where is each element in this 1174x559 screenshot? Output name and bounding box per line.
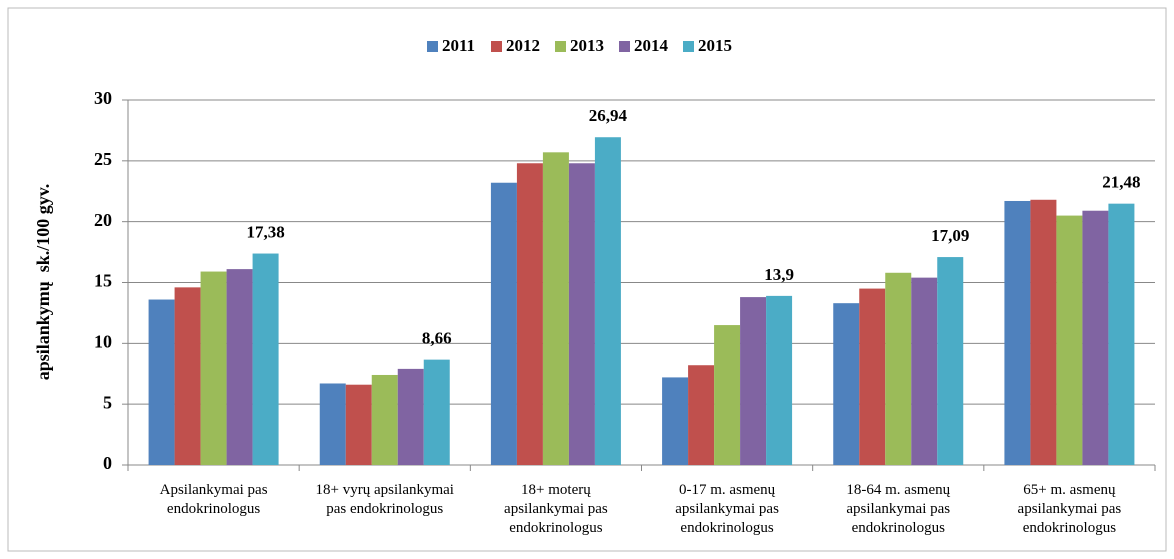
- bar: [568, 163, 595, 465]
- legend-swatch: [555, 41, 566, 52]
- bar: [740, 297, 767, 465]
- x-tick-label: 65+ m. asmenų apsilankymai pas endokrino…: [1017, 482, 1122, 536]
- data-label: 8,66: [422, 329, 452, 348]
- bar: [688, 365, 715, 465]
- data-label: 26,94: [589, 106, 628, 125]
- y-tick-label: 0: [103, 453, 112, 473]
- bar: [226, 269, 253, 465]
- bar: [1108, 203, 1135, 465]
- bar: [859, 288, 886, 465]
- y-tick-label: 5: [103, 392, 112, 412]
- chart-frame: [7, 7, 1167, 552]
- legend-label: 2013: [570, 36, 604, 55]
- y-tick-label: 30: [94, 88, 112, 108]
- x-tick-label: 18+ moterų apsilankymai pas endokrinolog…: [504, 482, 608, 536]
- bar: [423, 359, 450, 465]
- bar: [490, 182, 517, 465]
- x-tick-label: 18-64 m. asmenų apsilankymai pas endokri…: [846, 482, 951, 536]
- bar: [885, 272, 912, 465]
- bar: [594, 137, 621, 466]
- bar: [1056, 215, 1083, 465]
- data-label: 17,38: [246, 222, 284, 241]
- x-tick-label: Apsilankymai pas endokrinologus: [159, 482, 268, 517]
- bar: [542, 152, 569, 466]
- bar: [252, 253, 279, 465]
- bar: [319, 383, 346, 465]
- bar: [662, 377, 689, 465]
- bar: [911, 277, 938, 465]
- legend-swatch: [427, 41, 438, 52]
- legend-swatch: [683, 41, 694, 52]
- bar: [714, 325, 741, 465]
- legend-swatch: [619, 41, 630, 52]
- legend-label: 2011: [442, 36, 475, 55]
- bar: [833, 303, 860, 465]
- legend-label: 2015: [698, 36, 732, 55]
- data-label: 21,48: [1102, 173, 1140, 192]
- data-label: 13,9: [764, 265, 794, 284]
- data-label: 17,09: [931, 226, 969, 245]
- bar: [937, 257, 964, 465]
- bar: [516, 163, 543, 465]
- y-tick-label: 10: [94, 331, 112, 351]
- bar: [397, 368, 424, 465]
- bar: [371, 374, 398, 465]
- legend-swatch: [491, 41, 502, 52]
- x-tick-label: 18+ vyrų apsilankymai pas endokrinologus: [315, 482, 454, 517]
- bar: [345, 384, 372, 465]
- y-tick-label: 15: [94, 271, 112, 291]
- bar: [1004, 200, 1031, 465]
- legend-label: 2012: [506, 36, 540, 55]
- bar: [1082, 210, 1109, 465]
- y-tick-label: 25: [94, 149, 112, 169]
- y-tick-label: 20: [94, 210, 112, 230]
- bar: [148, 299, 175, 465]
- x-tick-label: 0-17 m. asmenų apsilankymai pas endokrin…: [675, 482, 779, 536]
- bar: [200, 271, 227, 465]
- bar: [766, 295, 793, 465]
- y-axis-title: apsilankymų sk./100 gyv.: [33, 184, 53, 381]
- bar: [1030, 199, 1057, 465]
- legend-label: 2014: [634, 36, 669, 55]
- bar: [174, 287, 201, 465]
